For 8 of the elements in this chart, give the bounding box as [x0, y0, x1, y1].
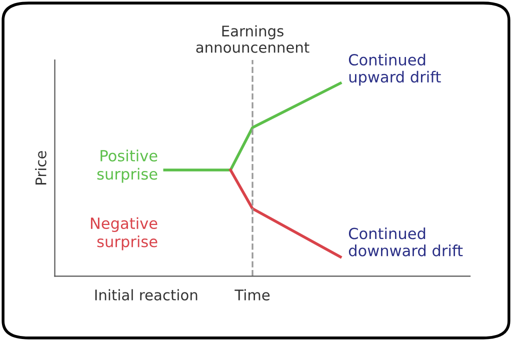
annotation: Continued downward drift — [348, 227, 463, 256]
y-axis-title: Price — [35, 151, 46, 184]
text: Initial reaction — [95, 289, 198, 300]
series-label: Positive surprise — [97, 150, 158, 183]
annotation: Continued upward drift — [348, 54, 441, 86]
text: Negative surprise — [90, 217, 158, 250]
x-axis-title: Time — [234, 289, 270, 300]
text: Earnings announcennent — [196, 25, 310, 53]
